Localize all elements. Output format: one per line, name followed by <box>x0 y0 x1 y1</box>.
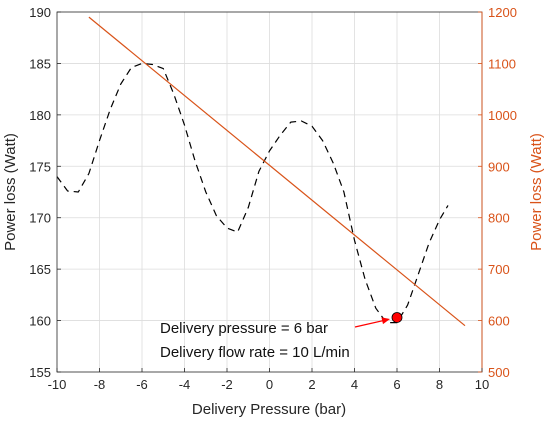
y-left-tick-label: 180 <box>29 108 51 123</box>
y-left-tick-label: 185 <box>29 56 51 71</box>
y-left-tick-label: 170 <box>29 211 51 226</box>
y-right-tick-label: 800 <box>488 211 510 226</box>
x-tick-label: 6 <box>393 377 400 392</box>
y-right-tick-label: 1000 <box>488 108 517 123</box>
y-left-tick-label: 175 <box>29 159 51 174</box>
highlight-point-marker <box>391 312 403 323</box>
x-tick-label: 10 <box>475 377 489 392</box>
y-right-tick-label: 600 <box>488 314 510 329</box>
y-left-tick-label: 160 <box>29 314 51 329</box>
annotation-pressure: Delivery pressure = 6 bar <box>160 320 328 337</box>
x-tick-label: 0 <box>266 377 273 392</box>
x-tick-label: -10 <box>48 377 67 392</box>
annotation-flow-rate: Delivery flow rate = 10 L/min <box>160 344 350 361</box>
y-left-tick-label: 155 <box>29 365 51 380</box>
x-tick-label: -8 <box>94 377 106 392</box>
x-tick-label: -2 <box>221 377 233 392</box>
y-right-tick-label: 1100 <box>488 56 516 71</box>
series-layer <box>56 16 466 328</box>
gridlines <box>57 12 482 372</box>
x-tick-label: -6 <box>136 377 148 392</box>
x-tick-label: -4 <box>179 377 191 392</box>
x-tick-label: 8 <box>436 377 443 392</box>
x-tick-label: 2 <box>308 377 315 392</box>
y-left-tick-label: 190 <box>29 5 51 20</box>
power-loss-trend-line <box>88 16 466 327</box>
x-axis-title: Delivery Pressure (bar) <box>192 401 346 418</box>
y-right-tick-label: 700 <box>488 262 510 277</box>
axis-ticks: -10 -8 -6 -4 -2 0 2 4 6 8 10 155 160 165 170 175 180 185 1… <box>29 5 517 392</box>
y-axis-title-left: Power loss (Watt) <box>2 133 19 251</box>
y-right-tick-label: 1200 <box>488 5 517 20</box>
y-left-tick-label: 165 <box>29 262 51 277</box>
x-tick-label: 4 <box>351 377 358 392</box>
y-right-tick-label: 500 <box>488 365 510 380</box>
annotation-arrow-head <box>381 317 390 325</box>
y-axis-title-right: Power loss (Watt) <box>528 133 545 251</box>
y-right-tick-label: 900 <box>488 159 510 174</box>
